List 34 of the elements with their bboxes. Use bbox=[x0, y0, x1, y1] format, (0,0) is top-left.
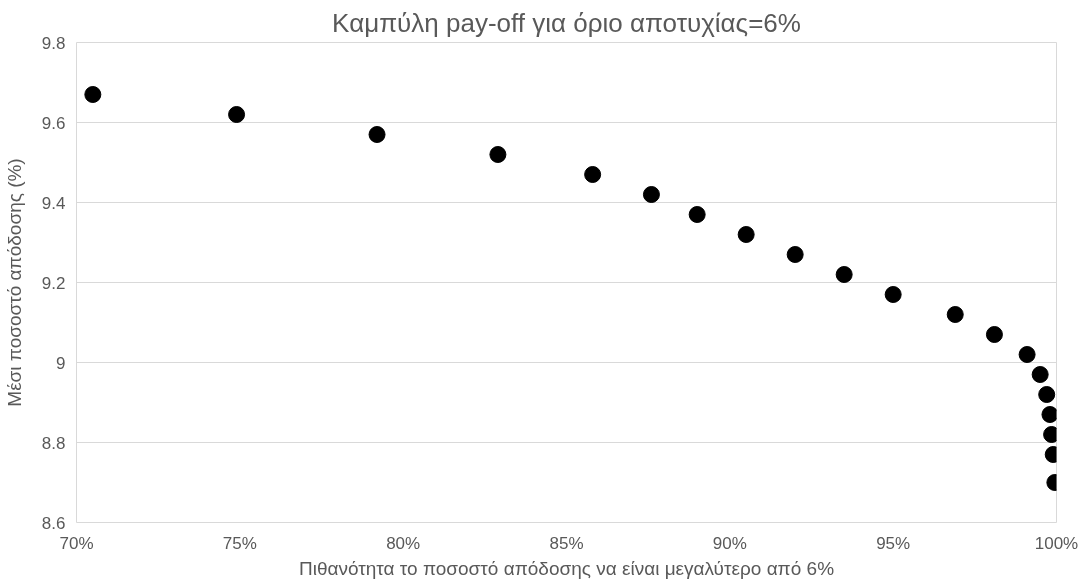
point bbox=[884, 286, 902, 303]
x-tick-label: 100% bbox=[1034, 533, 1079, 553]
point bbox=[835, 266, 853, 283]
y-tick-label: 9.8 bbox=[41, 33, 66, 53]
point bbox=[1038, 386, 1056, 403]
point bbox=[584, 166, 602, 183]
y-tick-label: 9.6 bbox=[41, 113, 66, 133]
x-tick-label: 85% bbox=[549, 533, 584, 553]
y-tick-label: 9 bbox=[56, 353, 66, 373]
chart-title: Καμπύλη pay-off για όριο αποτυχίας=6% bbox=[332, 7, 801, 38]
y-tick-label: 8.8 bbox=[41, 433, 66, 453]
point bbox=[946, 306, 964, 323]
point bbox=[642, 186, 660, 203]
x-tick-label: 70% bbox=[59, 533, 94, 553]
point bbox=[489, 146, 507, 163]
point bbox=[1041, 406, 1057, 423]
y-tick-label: 8.6 bbox=[41, 513, 66, 533]
x-axis-title: Πιθανότητα το ποσοστό απόδοσης να είναι μεγαλύτερο από 6% bbox=[298, 557, 835, 579]
point bbox=[737, 226, 755, 243]
point bbox=[1031, 366, 1049, 383]
point bbox=[84, 86, 102, 103]
point bbox=[368, 126, 386, 143]
y-axis-title: Μέσι ποσοστό απόδοσης (%) bbox=[3, 158, 25, 407]
x-tick-label: 75% bbox=[222, 533, 257, 553]
point bbox=[985, 326, 1003, 343]
point bbox=[786, 246, 804, 263]
y-tick-label: 9.2 bbox=[41, 273, 66, 293]
x-tick-label: 95% bbox=[876, 533, 911, 553]
point bbox=[1018, 346, 1036, 363]
point bbox=[688, 206, 706, 223]
x-tick-label: 90% bbox=[712, 533, 747, 553]
y-tick-label: 9.4 bbox=[41, 193, 66, 213]
point bbox=[228, 106, 246, 123]
x-tick-label: 80% bbox=[386, 533, 421, 553]
